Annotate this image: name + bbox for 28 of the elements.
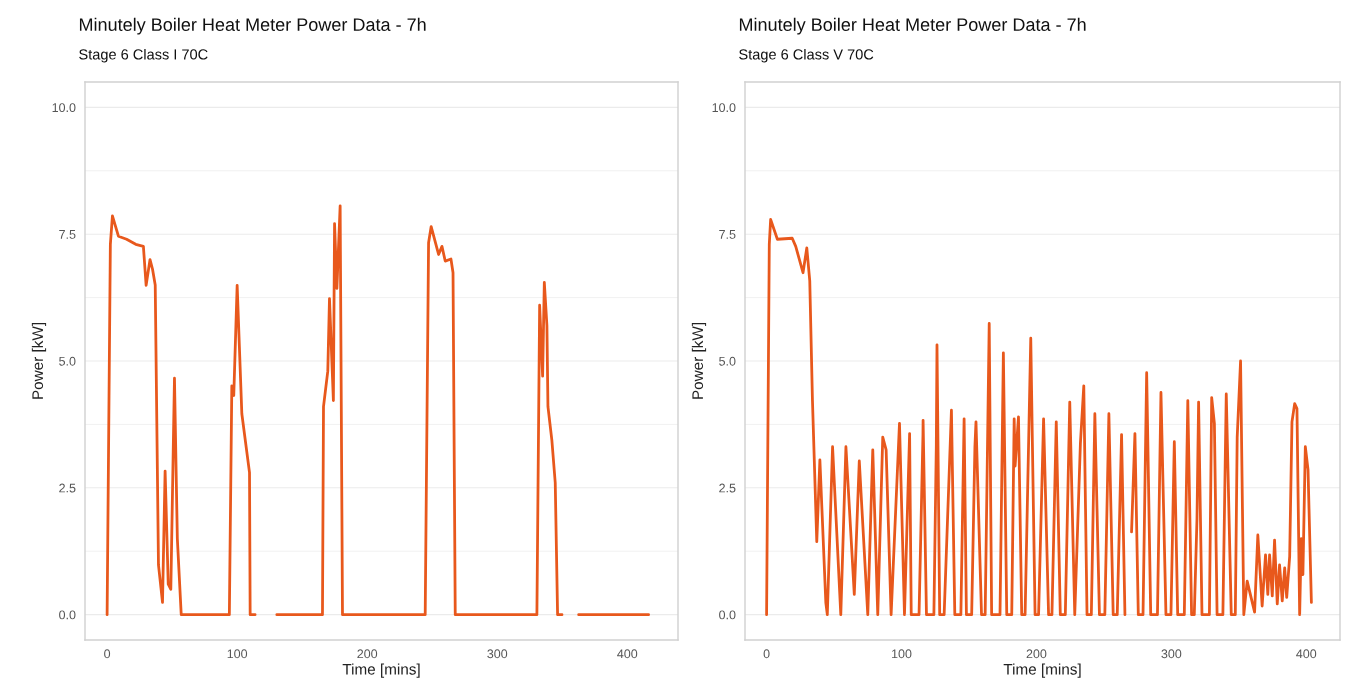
chart-subtitle: Stage 6 Class V 70C — [739, 48, 874, 63]
x-tick-label: 200 — [1026, 649, 1047, 659]
y-tick-label: 7.5 — [59, 230, 76, 239]
y-tick-label: 2.5 — [59, 483, 76, 493]
x-tick-label: 400 — [617, 649, 638, 659]
x-tick-label: 300 — [1161, 649, 1182, 659]
y-tick-label: 5.0 — [59, 356, 76, 366]
chart-title: Minutely Boiler Heat Meter Power Data - 7h — [739, 17, 1086, 35]
y-tick-label: 0.0 — [719, 610, 736, 620]
x-axis-title: Time [mins] — [342, 663, 420, 678]
x-tick-label: 300 — [487, 649, 508, 659]
x-tick-label: 0 — [763, 649, 770, 659]
chart-title: Minutely Boiler Heat Meter Power Data - 7h — [79, 17, 426, 35]
y-tick-label: 5.0 — [719, 356, 736, 366]
x-tick-label: 0 — [104, 649, 111, 659]
x-tick-label: 400 — [1296, 649, 1317, 659]
y-axis-title: Power [kW] — [691, 323, 707, 399]
chart-subtitle: Stage 6 Class I 70C — [79, 48, 208, 63]
y-tick-label: 10.0 — [52, 103, 76, 113]
y-tick-label: 10.0 — [712, 103, 736, 113]
x-tick-label: 100 — [892, 649, 912, 659]
x-tick-label: 200 — [357, 649, 378, 659]
y-axis-title: Power [kW] — [31, 323, 47, 399]
y-tick-label: 2.5 — [719, 483, 736, 493]
x-axis-title: Time [mins] — [1003, 663, 1081, 678]
y-tick-label: 0.0 — [59, 610, 76, 620]
x-tick-label: 100 — [227, 649, 248, 659]
y-tick-label: 7.5 — [719, 230, 736, 239]
